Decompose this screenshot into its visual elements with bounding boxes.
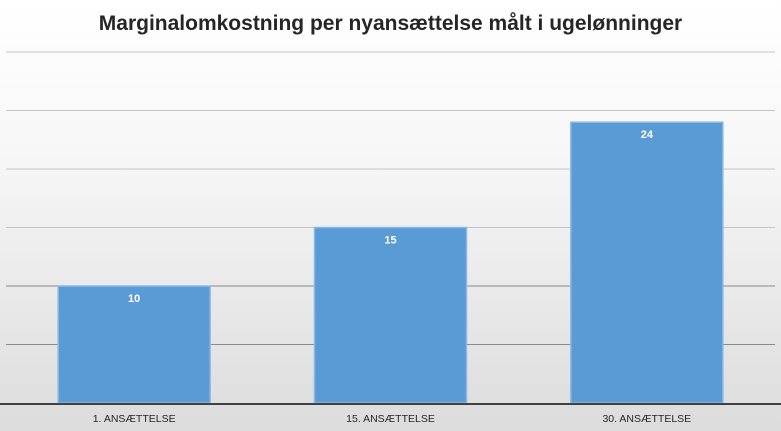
x-tick-label: 15. ANSÆTTELSE bbox=[346, 413, 435, 425]
chart-title: Marginalomkostning per nyansættelse målt… bbox=[98, 12, 683, 35]
data-label: 10 bbox=[128, 293, 140, 305]
data-label: 24 bbox=[641, 129, 654, 141]
x-tick-labels: 1. ANSÆTTELSE 15. ANSÆTTELSE 30. ANSÆTTELS… bbox=[93, 413, 691, 425]
bar bbox=[57, 285, 211, 404]
bar bbox=[570, 121, 724, 404]
data-label: 15 bbox=[384, 235, 396, 247]
bar bbox=[313, 226, 468, 404]
x-tick-label: 1. ANSÆTTELSE bbox=[93, 413, 176, 425]
x-tick-label: 30. ANSÆTTELSE bbox=[602, 413, 691, 425]
bars: 10 15 24 bbox=[57, 121, 724, 404]
